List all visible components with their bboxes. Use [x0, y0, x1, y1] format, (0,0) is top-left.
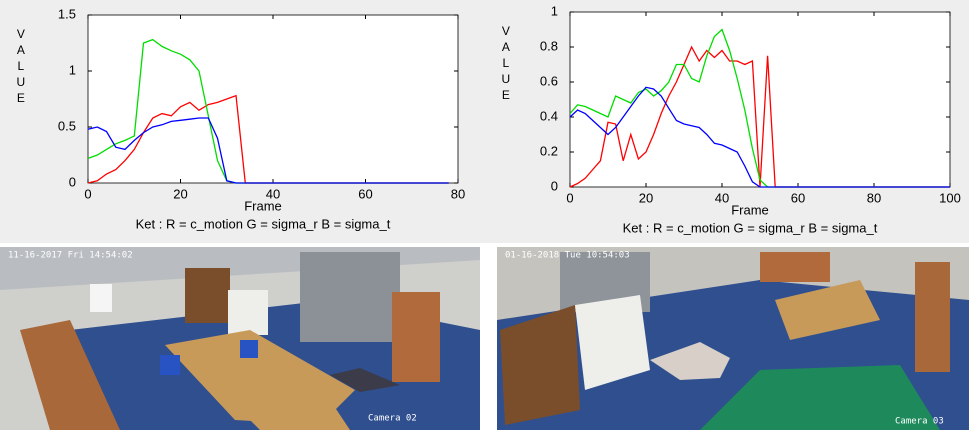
- timestamp: 01-16-2018 Tue 10:54:03: [505, 251, 630, 261]
- y-tick-label: 1: [69, 62, 76, 77]
- camera-photo-right: 01-16-2018 Tue 10:54:03 Camera 03: [497, 247, 969, 430]
- y-tick-label: 0.5: [58, 118, 76, 133]
- y-axis-label: VALUE: [499, 24, 513, 104]
- y-tick-label: 0: [69, 174, 76, 189]
- x-tick-label: 20: [639, 190, 653, 205]
- x-axis-label: Frame: [731, 202, 769, 217]
- y-axis-label: VALUE: [14, 27, 28, 107]
- plot-area: [88, 15, 458, 183]
- y-tick-label: 0.6: [540, 73, 558, 88]
- camera-photo-left: 11-16-2017 Fri 14:54:02 Camera 02: [0, 247, 480, 430]
- x-tick-label: 100: [939, 190, 961, 205]
- x-tick-label: 60: [358, 186, 372, 201]
- y-tick-label: 0: [551, 178, 558, 193]
- timestamp: 11-16-2017 Fri 14:54:02: [8, 251, 133, 261]
- plot-area: [570, 12, 950, 187]
- camera-label: Camera 03: [895, 417, 944, 427]
- y-tick-label: 0.8: [540, 38, 558, 53]
- x-tick-label: 80: [867, 190, 881, 205]
- x-tick-label: 60: [791, 190, 805, 205]
- y-tick-label: 0.2: [540, 143, 558, 158]
- legend-note: Ket : R = c_motion G = sigma_r B = sigma…: [136, 216, 391, 231]
- camera-label: Camera 02: [368, 414, 417, 424]
- y-tick-label: 1.5: [58, 6, 76, 21]
- x-axis-label: Frame: [244, 198, 282, 213]
- x-tick-label: 80: [451, 186, 465, 201]
- x-tick-label: 0: [566, 190, 573, 205]
- figure: 11-16-2017 Fri 14:54:02 Camera 02 01-16-…: [0, 0, 969, 430]
- y-tick-label: 0.4: [540, 108, 558, 123]
- x-tick-label: 20: [173, 186, 187, 201]
- x-tick-label: 40: [715, 190, 729, 205]
- y-tick-label: 1: [551, 3, 558, 18]
- legend-note: Ket : R = c_motion G = sigma_r B = sigma…: [623, 220, 878, 235]
- x-tick-label: 0: [84, 186, 91, 201]
